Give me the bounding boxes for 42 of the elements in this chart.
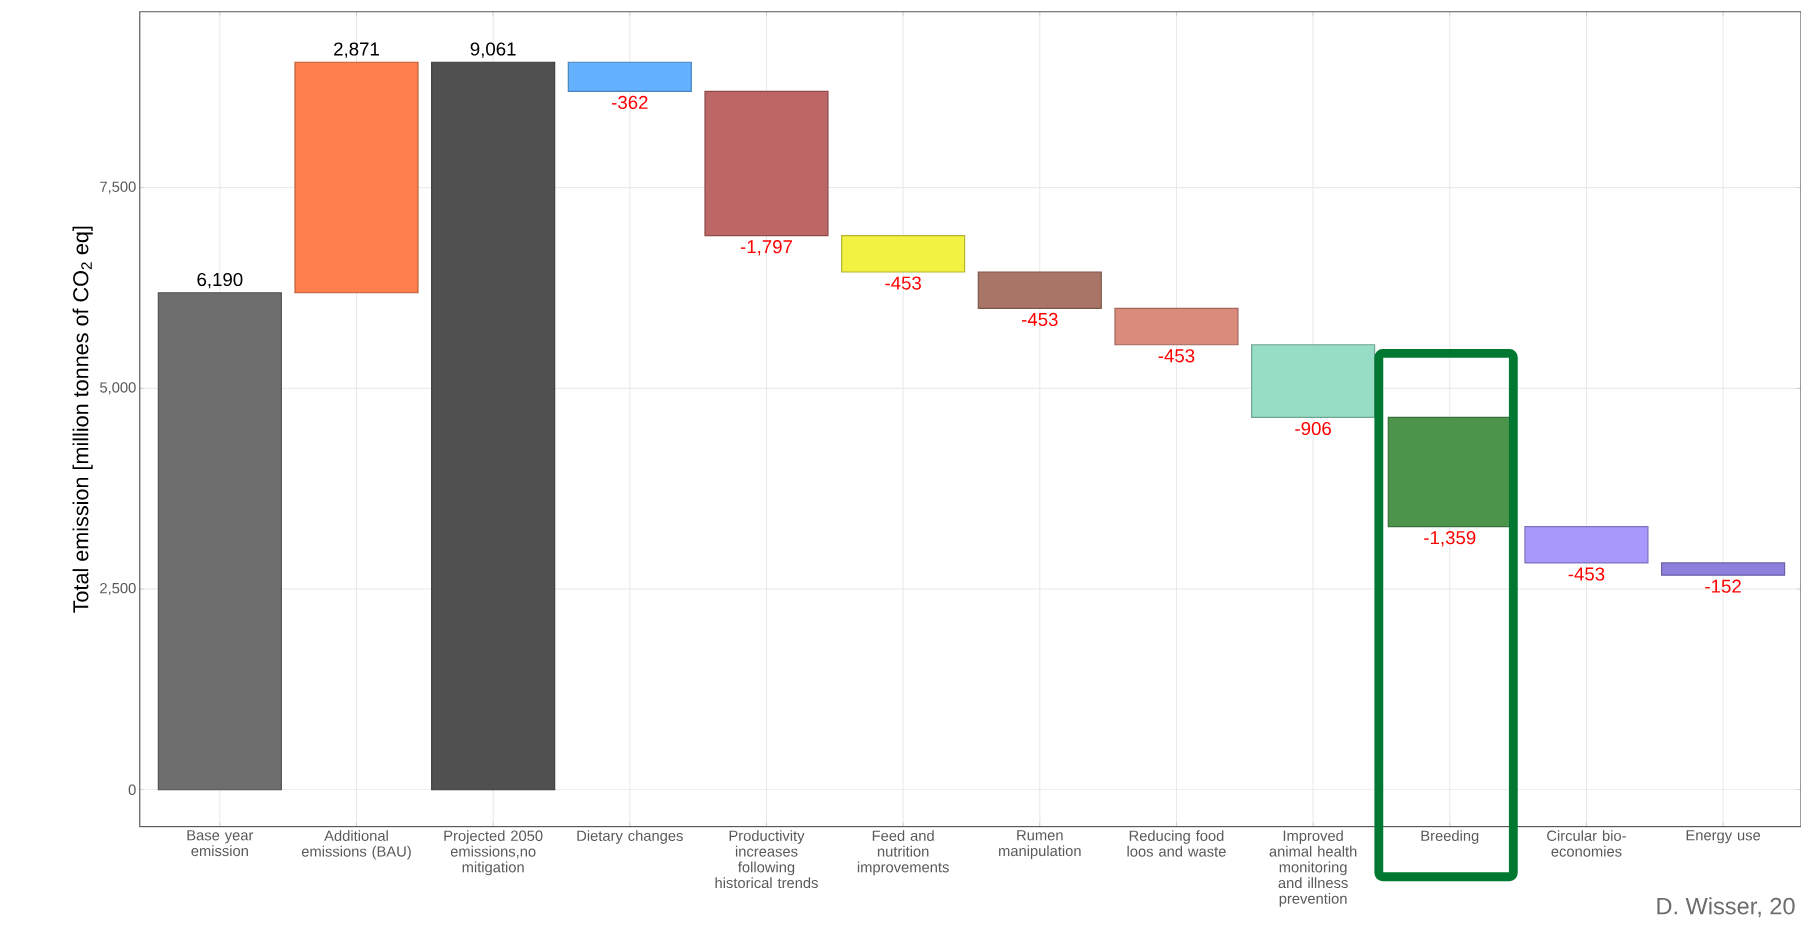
x-tick-label: Feed and nutrition improvements — [857, 830, 949, 876]
data-label: -1,797 — [740, 240, 792, 256]
data-label: -906 — [1295, 422, 1331, 436]
x-tick-label: Base year emission — [187, 830, 254, 857]
y-tick-label: 5,000 — [100, 382, 136, 395]
data-label: -453 — [1568, 567, 1605, 581]
data-label: 9,061 — [470, 42, 516, 58]
x-tick-label: Additional emissions (BAU) — [301, 830, 411, 860]
data-label: -453 — [1158, 349, 1195, 363]
y-axis-title: Total emission [million tonnes of CO$_{2}$ eq] — [72, 226, 93, 614]
data-label: -453 — [1021, 312, 1058, 327]
data-label: -453 — [885, 276, 921, 290]
bar — [977, 271, 1102, 310]
x-tick-label: Improved animal health monitoring and illness prevention — [1269, 830, 1357, 907]
bar — [157, 292, 282, 791]
bar — [841, 235, 966, 273]
bar — [431, 61, 556, 791]
x-tick-label: Reducing food loos and waste — [1127, 830, 1226, 857]
x-tick-label: Dietary changes — [577, 830, 683, 845]
bar — [1524, 526, 1649, 564]
bar — [1387, 417, 1512, 528]
bar — [704, 90, 829, 237]
x-tick-label: Projected 2050 emissions,no mitigation — [444, 830, 543, 876]
y-tick-label: 0 — [128, 784, 136, 796]
text: D. Wisser, 20 — [1657, 897, 1795, 918]
x-tick-label: Rumen manipulation — [999, 830, 1081, 860]
y-tick-label: 7,500 — [100, 181, 136, 194]
bar — [294, 61, 419, 294]
bar — [567, 61, 692, 93]
x-tick-label: Breeding — [1421, 830, 1479, 845]
data-label: 6,190 — [197, 273, 243, 289]
x-tick-label: Productivity increases following historical trends — [715, 830, 818, 889]
x-tick-label: Circular bio-economies — [1547, 830, 1626, 857]
bar — [1251, 344, 1376, 419]
y-tick-label: 2,500 — [100, 583, 136, 596]
data-label: -152 — [1705, 579, 1741, 593]
x-tick-label: Energy use — [1686, 830, 1761, 844]
data-label: -1,359 — [1424, 531, 1476, 547]
data-label: -362 — [611, 95, 648, 110]
bar — [1114, 307, 1239, 346]
data-label: 2,871 — [334, 42, 379, 58]
bar — [1661, 562, 1786, 576]
